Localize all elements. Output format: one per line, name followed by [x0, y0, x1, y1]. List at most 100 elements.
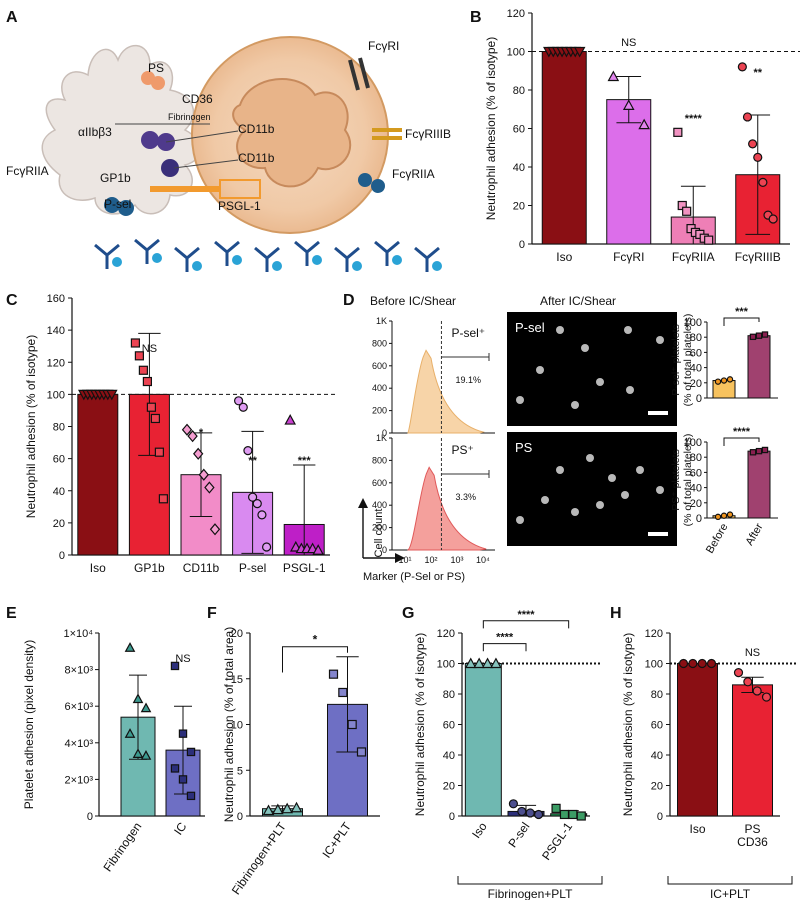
significance-bracket [723, 437, 760, 446]
data-point [758, 177, 768, 187]
label-psgl1: PSGL-1 [218, 199, 261, 213]
data-point [761, 692, 772, 702]
y-tick-label: 60 [690, 347, 702, 359]
bar [732, 684, 773, 817]
platelet-spot [596, 378, 604, 386]
gate-label: PS⁺ [451, 443, 473, 457]
hist-y-label: Cell count [373, 509, 385, 558]
group-bracket [457, 876, 603, 885]
hist-x-tick-label: 10⁴ [476, 555, 490, 565]
hist-y-tick-label: 1K [376, 316, 387, 326]
y-tick-label: 10 [231, 720, 243, 732]
significance-label: NS [745, 647, 760, 659]
y-tick-label: 100 [684, 437, 702, 449]
data-point [193, 447, 204, 460]
x-tick-label: IC [171, 819, 190, 837]
data-point [140, 702, 152, 713]
y-tick-label: 100 [684, 317, 702, 329]
platelet-spot [586, 454, 594, 462]
y-tick-label: 20 [53, 518, 65, 530]
x-tick-label: IC+PLT [319, 819, 354, 860]
data-point [262, 542, 272, 552]
y-axis-label: Neutrophil adhesion (% of isotype) [24, 335, 38, 518]
bar [464, 663, 502, 817]
data-point [178, 729, 188, 738]
micrograph-psel-label: P-sel [515, 320, 545, 335]
hist-x-tick-label: 10² [424, 555, 437, 565]
y-tick-label: 120 [645, 628, 663, 640]
data-point [573, 46, 586, 58]
receptor-connectors [115, 123, 239, 169]
hist-y-tick-label: 1K [376, 433, 387, 443]
data-point [576, 811, 586, 821]
y-tick-label: 20 [690, 378, 702, 390]
panel-h-letter: H [610, 605, 622, 622]
significance-label: *** [735, 306, 749, 318]
platelet-spot [596, 501, 604, 509]
data-point [755, 447, 763, 455]
data-point [252, 499, 262, 509]
significance-label: ** [248, 455, 257, 467]
data-point [678, 658, 689, 669]
y-tick-label: 60 [651, 720, 663, 732]
significance-label: * [199, 427, 204, 439]
panel-g-letter: G [402, 605, 414, 622]
data-point [140, 750, 152, 760]
label-aiib3: αIIbβ3 [78, 125, 112, 139]
x-tick-label: FcγRIIIB [735, 250, 781, 264]
platelet-spot [608, 474, 616, 482]
data-point [697, 658, 707, 669]
data-point [464, 657, 477, 669]
bar [77, 393, 119, 556]
y-tick-label: 40 [443, 750, 455, 762]
neutrophil-nucleus [232, 78, 352, 188]
platelet-spot [636, 466, 644, 474]
x-tick-label: P-sel [505, 820, 532, 850]
data-point [234, 396, 244, 406]
y-tick-label: 40 [53, 486, 65, 498]
y-tick-label: 0 [237, 811, 243, 823]
y-tick-label: 120 [437, 628, 455, 640]
platelet-spot [556, 326, 564, 334]
data-point [749, 449, 757, 456]
data-point [749, 333, 757, 341]
data-point [559, 809, 570, 820]
cell-count-arrowhead [358, 498, 368, 508]
data-point [130, 338, 140, 348]
panel-f-letter: F [207, 605, 217, 622]
hist-y-tick-label: 200 [372, 406, 387, 416]
data-point [607, 70, 620, 82]
y-axis-label: Neutrophil adhesion (% of isotype) [413, 633, 427, 816]
data-point [714, 513, 722, 521]
data-point [473, 657, 485, 669]
data-point [181, 423, 193, 436]
y-tick-label: 120 [47, 357, 65, 369]
data-point [186, 747, 196, 757]
panel-e-letter: E [6, 605, 17, 622]
y-tick-label: 1×10⁴ [63, 628, 93, 640]
data-point [284, 414, 297, 425]
panel-d: D Before IC/Shear After IC/Shear 1K80060… [343, 292, 778, 583]
data-point [704, 235, 714, 245]
x-tick-label: CD11b [183, 561, 220, 575]
gate-percent: 19.1% [455, 375, 481, 385]
panel-c-letter: C [6, 292, 18, 309]
data-point [142, 376, 152, 387]
data-point [124, 642, 136, 652]
x-tick-label: PSGL-1 [283, 561, 326, 575]
label-cd11b-2: CD11b [238, 151, 275, 165]
data-point [124, 728, 136, 738]
panel-h: H 0 20 40 60 80 100 120 Neutrophil adhesion (% … [610, 605, 796, 901]
data-point [178, 775, 188, 784]
x-tick-label: P-sel [239, 561, 266, 575]
x-tick-label: PSGL-1 [539, 819, 575, 862]
y-tick-label: 40 [513, 162, 525, 174]
significance-label: * [313, 633, 318, 647]
hist-y-tick-label: 0 [382, 545, 387, 555]
y-tick-label: 0 [696, 513, 702, 525]
y-tick-label: 60 [53, 454, 65, 466]
data-point [551, 803, 561, 813]
